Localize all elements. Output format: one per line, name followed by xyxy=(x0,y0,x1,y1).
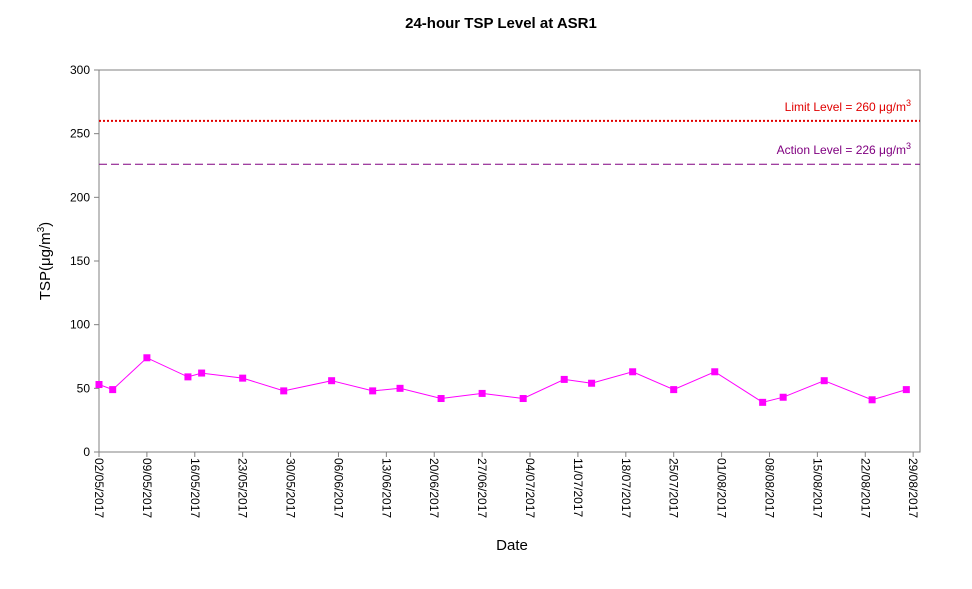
x-tick-label: 04/07/2017 xyxy=(523,458,537,518)
y-tick-label: 100 xyxy=(70,318,90,332)
chart-title: 24-hour TSP Level at ASR1 xyxy=(405,15,597,32)
x-tick-label: 22/08/2017 xyxy=(858,458,872,518)
x-tick-label: 06/06/2017 xyxy=(331,458,345,518)
data-point xyxy=(820,377,828,385)
data-point xyxy=(95,381,103,389)
data-point xyxy=(759,398,767,406)
data-point xyxy=(519,395,527,403)
data-point xyxy=(239,374,247,382)
series-group xyxy=(95,354,910,406)
y-axis-title-sup: 3 xyxy=(36,226,47,232)
x-tick-label: 08/08/2017 xyxy=(762,458,776,518)
x-tick-label: 20/06/2017 xyxy=(427,458,441,518)
x-tick-label: 16/05/2017 xyxy=(188,458,202,518)
data-point xyxy=(437,395,445,403)
x-tick-label: 09/05/2017 xyxy=(140,458,154,518)
data-point xyxy=(184,373,192,381)
x-tick-label: 18/07/2017 xyxy=(619,458,633,518)
x-tick-label: 23/05/2017 xyxy=(236,458,250,518)
data-point xyxy=(280,387,288,395)
reference-line-label-text: Action Level = 226 μg/m xyxy=(777,143,906,157)
y-tick-label: 250 xyxy=(70,127,90,141)
reference-line-label: Limit Level = 260 μg/m3 xyxy=(785,98,911,114)
y-axis-title-main: TSP(μg/m xyxy=(37,232,54,300)
x-tick-label: 01/08/2017 xyxy=(715,458,729,518)
y-tick-label: 150 xyxy=(70,254,90,268)
data-point xyxy=(868,396,876,404)
data-point xyxy=(779,393,787,401)
x-tick-label: 11/07/2017 xyxy=(571,458,585,517)
data-point xyxy=(143,354,151,362)
x-axis-title: Date xyxy=(496,537,528,554)
x-tick-label: 02/05/2017 xyxy=(92,458,106,518)
data-point xyxy=(629,368,637,376)
data-point xyxy=(198,369,206,377)
reference-line-label-text: Limit Level = 260 μg/m xyxy=(785,100,906,114)
data-point xyxy=(396,384,404,392)
x-tick-label: 15/08/2017 xyxy=(810,458,824,518)
x-tick-label: 25/07/2017 xyxy=(667,458,681,518)
y-tick-label: 200 xyxy=(70,190,90,204)
data-point xyxy=(560,375,568,383)
x-tick-label: 29/08/2017 xyxy=(906,458,920,518)
reference-line-label-sup: 3 xyxy=(906,141,911,151)
data-point xyxy=(328,377,336,385)
data-point xyxy=(109,386,117,394)
y-tick-label: 50 xyxy=(77,381,91,395)
x-tick-label: 13/06/2017 xyxy=(379,458,393,518)
data-point xyxy=(711,368,719,376)
y-axis-title: TSP(μg/m3) xyxy=(36,222,54,300)
y-tick-label: 300 xyxy=(70,63,90,77)
reference-line-label-sup: 3 xyxy=(906,98,911,108)
plot-area xyxy=(98,69,921,453)
x-axis: 02/05/2017 09/05/2017 16/05/2017 23/05/2017… xyxy=(92,452,920,518)
y-tick-label: 0 xyxy=(83,445,90,459)
y-axis: 0 50 100 150 200 250 300 xyxy=(70,63,99,459)
x-tick-label: 27/06/2017 xyxy=(475,458,489,518)
data-point xyxy=(369,387,377,395)
data-point xyxy=(588,379,596,387)
data-point xyxy=(902,386,910,394)
x-tick-label: 30/05/2017 xyxy=(284,458,298,518)
data-point xyxy=(670,386,678,394)
reference-line-label: Action Level = 226 μg/m3 xyxy=(777,141,911,157)
y-axis-title-close: ) xyxy=(37,222,54,227)
data-point xyxy=(478,389,486,397)
